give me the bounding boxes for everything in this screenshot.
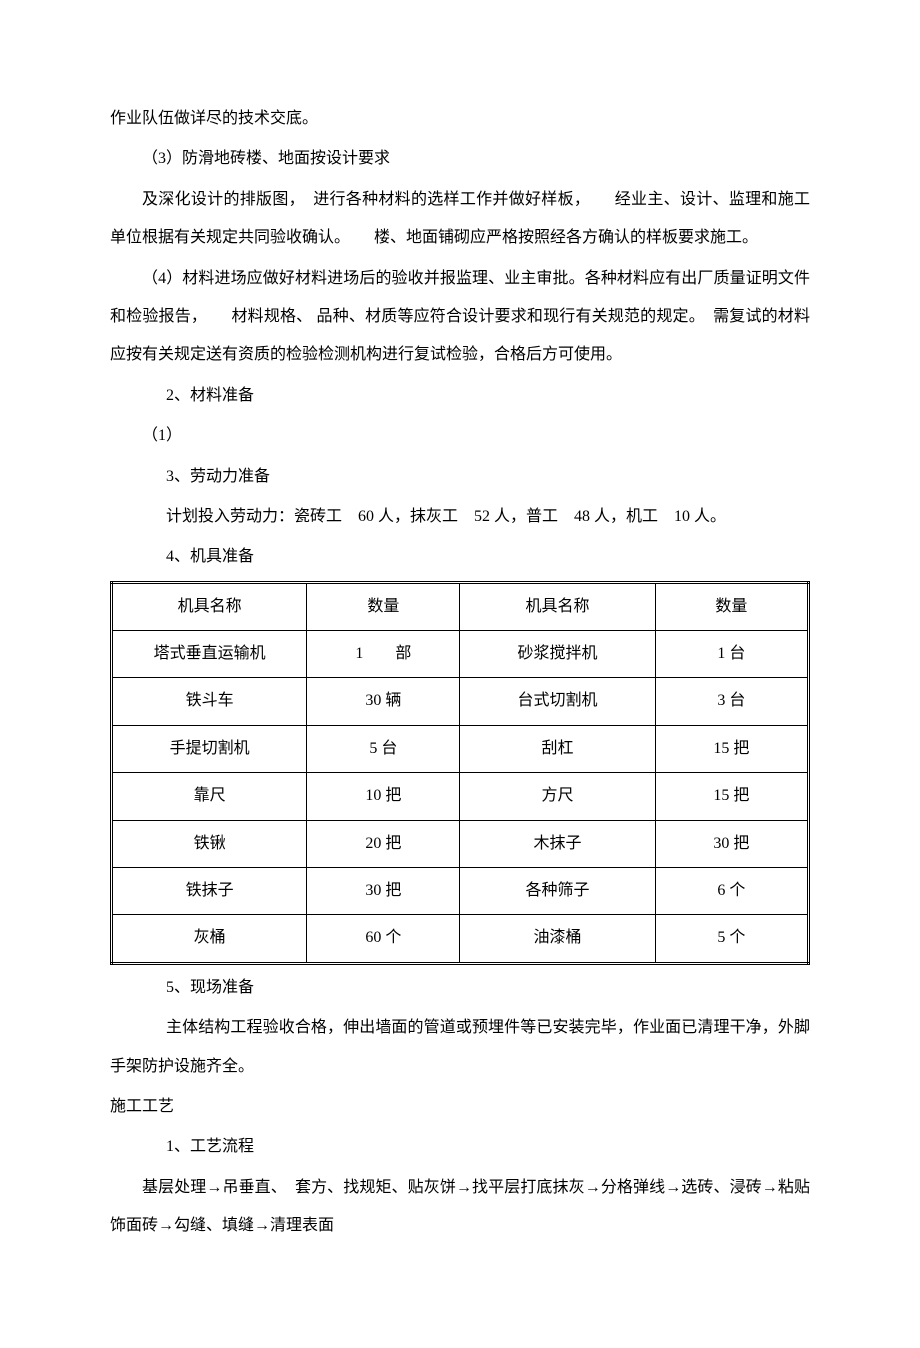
table-cell: 3 台 (655, 678, 808, 725)
table-cell: 木抹子 (460, 820, 655, 867)
table-cell: 1 台 (655, 631, 808, 678)
paragraph: （1） (110, 417, 810, 455)
paragraph: 作业队伍做详尽的技术交底。 (110, 100, 810, 138)
heading-materials: 2、材料准备 (110, 377, 810, 415)
table-cell: 铁斗车 (112, 678, 307, 725)
heading-flow: 1、工艺流程 (110, 1128, 810, 1166)
heading-tools: 4、机具准备 (110, 538, 810, 576)
table-cell: 各种筛子 (460, 868, 655, 915)
table-header-row: 机具名称 数量 机具名称 数量 (112, 582, 809, 630)
table-cell: 15 把 (655, 725, 808, 772)
paragraph: （3）防滑地砖楼、地面按设计要求 (110, 140, 810, 178)
tools-table: 机具名称 数量 机具名称 数量 塔式垂直运输机 1 部 砂浆搅拌机 1 台 铁斗… (110, 581, 810, 965)
paragraph: 基层处理→吊垂直、 套方、找规矩、贴灰饼→找平层打底抹灰→分格弹线→选砖、浸砖→… (110, 1169, 810, 1246)
table-row: 灰桶 60 个 油漆桶 5 个 (112, 915, 809, 963)
table-cell: 塔式垂直运输机 (112, 631, 307, 678)
table-cell: 10 把 (307, 773, 460, 820)
paragraph: 计划投入劳动力：瓷砖工 60 人，抹灰工 52 人，普工 48 人，机工 10 … (110, 498, 810, 536)
table-cell: 油漆桶 (460, 915, 655, 963)
table-row: 靠尺 10 把 方尺 15 把 (112, 773, 809, 820)
table-cell: 5 个 (655, 915, 808, 963)
table-cell: 砂浆搅拌机 (460, 631, 655, 678)
table-header: 数量 (307, 582, 460, 630)
table-cell: 30 辆 (307, 678, 460, 725)
document-body: 作业队伍做详尽的技术交底。 （3）防滑地砖楼、地面按设计要求 及深化设计的排版图… (110, 100, 810, 1246)
table-cell: 铁锹 (112, 820, 307, 867)
table-row: 塔式垂直运输机 1 部 砂浆搅拌机 1 台 (112, 631, 809, 678)
table-cell: 30 把 (307, 868, 460, 915)
table-cell: 1 部 (307, 631, 460, 678)
table-cell: 30 把 (655, 820, 808, 867)
heading-process: 施工工艺 (110, 1088, 810, 1126)
table-row: 铁斗车 30 辆 台式切割机 3 台 (112, 678, 809, 725)
heading-site: 5、现场准备 (110, 969, 810, 1007)
paragraph: （4）材料进场应做好材料进场后的验收并报监理、业主审批。各种材料应有出厂质量证明… (110, 260, 810, 375)
paragraph: 主体结构工程验收合格，伸出墙面的管道或预埋件等已安装完毕，作业面已清理干净，外脚… (110, 1009, 810, 1086)
table-cell: 5 台 (307, 725, 460, 772)
table-row: 手提切割机 5 台 刮杠 15 把 (112, 725, 809, 772)
table-cell: 台式切割机 (460, 678, 655, 725)
table-cell: 靠尺 (112, 773, 307, 820)
table-cell: 灰桶 (112, 915, 307, 963)
table-header: 数量 (655, 582, 808, 630)
table-header: 机具名称 (460, 582, 655, 630)
table-header: 机具名称 (112, 582, 307, 630)
table-row: 铁锹 20 把 木抹子 30 把 (112, 820, 809, 867)
table-cell: 铁抹子 (112, 868, 307, 915)
paragraph: 及深化设计的排版图， 进行各种材料的选样工作并做好样板， 经业主、设计、监理和施… (110, 181, 810, 258)
table-cell: 手提切割机 (112, 725, 307, 772)
table-cell: 15 把 (655, 773, 808, 820)
table-cell: 刮杠 (460, 725, 655, 772)
table-cell: 方尺 (460, 773, 655, 820)
table-row: 铁抹子 30 把 各种筛子 6 个 (112, 868, 809, 915)
table-cell: 6 个 (655, 868, 808, 915)
table-cell: 20 把 (307, 820, 460, 867)
heading-labor: 3、劳动力准备 (110, 458, 810, 496)
table-cell: 60 个 (307, 915, 460, 963)
